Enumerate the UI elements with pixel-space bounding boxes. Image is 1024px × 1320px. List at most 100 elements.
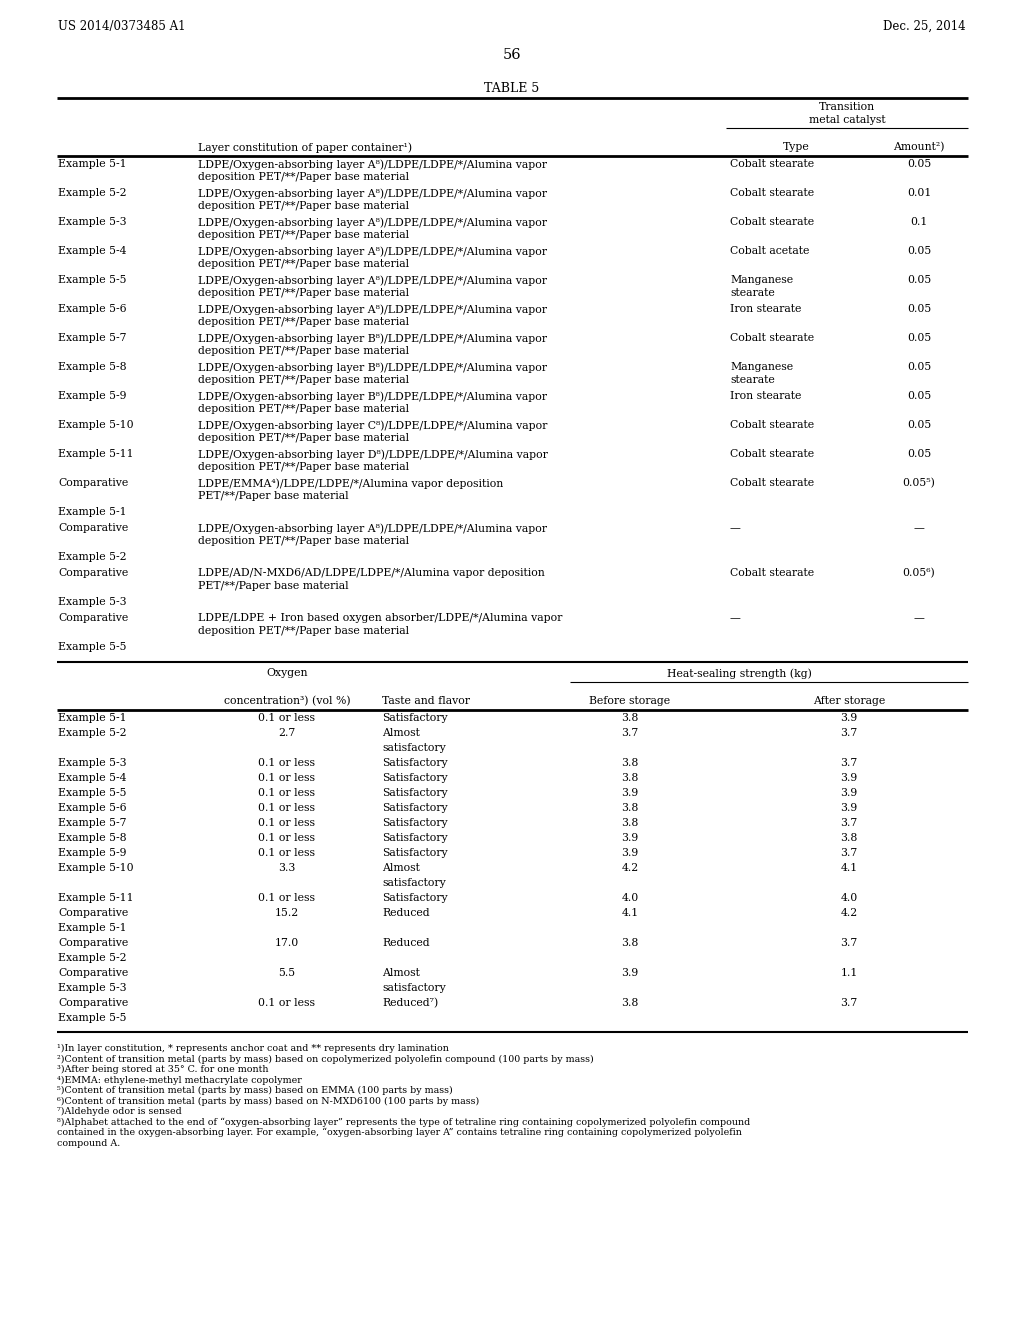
Text: Comparative: Comparative xyxy=(58,523,128,533)
Text: 4.0: 4.0 xyxy=(841,894,858,903)
Text: deposition PET/**/Paper base material: deposition PET/**/Paper base material xyxy=(198,230,410,240)
Text: LDPE/Oxygen-absorbing layer D⁸)/LDPE/LDPE/*/Alumina vapor: LDPE/Oxygen-absorbing layer D⁸)/LDPE/LDP… xyxy=(198,449,548,459)
Text: Satisfactory: Satisfactory xyxy=(382,713,447,723)
Text: satisfactory: satisfactory xyxy=(382,878,445,888)
Text: deposition PET/**/Paper base material: deposition PET/**/Paper base material xyxy=(198,626,410,636)
Text: stearate: stearate xyxy=(730,288,775,298)
Text: metal catalyst: metal catalyst xyxy=(809,115,886,125)
Text: 3.8: 3.8 xyxy=(622,998,639,1008)
Text: PET/**/Paper base material: PET/**/Paper base material xyxy=(198,581,348,591)
Text: Satisfactory: Satisfactory xyxy=(382,758,447,768)
Text: Reduced: Reduced xyxy=(382,939,430,948)
Text: 3.7: 3.7 xyxy=(841,758,858,768)
Text: 0.1: 0.1 xyxy=(910,216,928,227)
Text: Transition: Transition xyxy=(819,102,876,112)
Text: Iron stearate: Iron stearate xyxy=(730,304,802,314)
Text: PET/**/Paper base material: PET/**/Paper base material xyxy=(198,491,348,502)
Text: Layer constitution of paper container¹): Layer constitution of paper container¹) xyxy=(198,143,412,153)
Text: After storage: After storage xyxy=(813,696,885,706)
Text: deposition PET/**/Paper base material: deposition PET/**/Paper base material xyxy=(198,288,410,298)
Text: ¹)In layer constitution, * represents anchor coat and ** represents dry laminati: ¹)In layer constitution, * represents an… xyxy=(57,1044,449,1053)
Text: deposition PET/**/Paper base material: deposition PET/**/Paper base material xyxy=(198,259,410,269)
Text: Example 5-9: Example 5-9 xyxy=(58,847,127,858)
Text: Example 5-2: Example 5-2 xyxy=(58,187,127,198)
Text: Comparative: Comparative xyxy=(58,998,128,1008)
Text: ³)After being stored at 35° C. for one month: ³)After being stored at 35° C. for one m… xyxy=(57,1065,268,1074)
Text: Comparative: Comparative xyxy=(58,968,128,978)
Text: Example 5-3: Example 5-3 xyxy=(58,216,127,227)
Text: Comparative: Comparative xyxy=(58,939,128,948)
Text: deposition PET/**/Paper base material: deposition PET/**/Paper base material xyxy=(198,462,410,473)
Text: US 2014/0373485 A1: US 2014/0373485 A1 xyxy=(58,20,185,33)
Text: Manganese: Manganese xyxy=(730,362,794,372)
Text: —: — xyxy=(913,612,925,623)
Text: Example 5-11: Example 5-11 xyxy=(58,894,133,903)
Text: 3.9: 3.9 xyxy=(622,968,639,978)
Text: 0.05: 0.05 xyxy=(907,304,931,314)
Text: Almost: Almost xyxy=(382,863,420,873)
Text: —: — xyxy=(913,523,925,533)
Text: 5.5: 5.5 xyxy=(279,968,296,978)
Text: 3.8: 3.8 xyxy=(622,939,639,948)
Text: Almost: Almost xyxy=(382,729,420,738)
Text: LDPE/Oxygen-absorbing layer A⁸)/LDPE/LDPE/*/Alumina vapor: LDPE/Oxygen-absorbing layer A⁸)/LDPE/LDP… xyxy=(198,275,547,285)
Text: 4.2: 4.2 xyxy=(622,863,639,873)
Text: Example 5-3: Example 5-3 xyxy=(58,758,127,768)
Text: deposition PET/**/Paper base material: deposition PET/**/Paper base material xyxy=(198,201,410,211)
Text: Oxygen: Oxygen xyxy=(266,668,308,678)
Text: 0.05: 0.05 xyxy=(907,158,931,169)
Text: —: — xyxy=(730,523,741,533)
Text: 3.7: 3.7 xyxy=(841,939,858,948)
Text: deposition PET/**/Paper base material: deposition PET/**/Paper base material xyxy=(198,375,410,385)
Text: 3.8: 3.8 xyxy=(622,818,639,828)
Text: 2.7: 2.7 xyxy=(279,729,296,738)
Text: compound A.: compound A. xyxy=(57,1138,120,1147)
Text: Example 5-2: Example 5-2 xyxy=(58,729,127,738)
Text: 4.1: 4.1 xyxy=(622,908,639,917)
Text: Example 5-4: Example 5-4 xyxy=(58,774,127,783)
Text: Cobalt stearate: Cobalt stearate xyxy=(730,158,814,169)
Text: Reduced⁷): Reduced⁷) xyxy=(382,998,438,1008)
Text: ²)Content of transition metal (parts by mass) based on copolymerized polyolefin : ²)Content of transition metal (parts by … xyxy=(57,1055,594,1064)
Text: Example 5-10: Example 5-10 xyxy=(58,863,133,873)
Text: Example 5-6: Example 5-6 xyxy=(58,304,127,314)
Text: 0.05⁶): 0.05⁶) xyxy=(902,568,935,578)
Text: Example 5-1: Example 5-1 xyxy=(58,923,127,933)
Text: LDPE/Oxygen-absorbing layer B⁸)/LDPE/LDPE/*/Alumina vapor: LDPE/Oxygen-absorbing layer B⁸)/LDPE/LDP… xyxy=(198,362,547,372)
Text: 3.7: 3.7 xyxy=(841,998,858,1008)
Text: Example 5-3: Example 5-3 xyxy=(58,983,127,993)
Text: LDPE/Oxygen-absorbing layer A⁸)/LDPE/LDPE/*/Alumina vapor: LDPE/Oxygen-absorbing layer A⁸)/LDPE/LDP… xyxy=(198,304,547,314)
Text: Satisfactory: Satisfactory xyxy=(382,833,447,843)
Text: ⁸)Alphabet attached to the end of “oxygen-absorbing layer” represents the type o: ⁸)Alphabet attached to the end of “oxyge… xyxy=(57,1118,751,1127)
Text: Heat-sealing strength (kg): Heat-sealing strength (kg) xyxy=(667,668,812,678)
Text: LDPE/AD/N-MXD6/AD/LDPE/LDPE/*/Alumina vapor deposition: LDPE/AD/N-MXD6/AD/LDPE/LDPE/*/Alumina va… xyxy=(198,568,545,578)
Text: deposition PET/**/Paper base material: deposition PET/**/Paper base material xyxy=(198,536,410,546)
Text: 0.1 or less: 0.1 or less xyxy=(258,894,315,903)
Text: ⁷)Aldehyde odor is sensed: ⁷)Aldehyde odor is sensed xyxy=(57,1107,181,1117)
Text: 0.05: 0.05 xyxy=(907,391,931,401)
Text: Satisfactory: Satisfactory xyxy=(382,818,447,828)
Text: LDPE/LDPE + Iron based oxygen absorber/LDPE/*/Alumina vapor: LDPE/LDPE + Iron based oxygen absorber/L… xyxy=(198,612,562,623)
Text: LDPE/EMMA⁴)/LDPE/LDPE/*/Alumina vapor deposition: LDPE/EMMA⁴)/LDPE/LDPE/*/Alumina vapor de… xyxy=(198,478,503,488)
Text: 0.1 or less: 0.1 or less xyxy=(258,758,315,768)
Text: Example 5-1: Example 5-1 xyxy=(58,158,127,169)
Text: Satisfactory: Satisfactory xyxy=(382,803,447,813)
Text: 3.3: 3.3 xyxy=(279,863,296,873)
Text: 0.1 or less: 0.1 or less xyxy=(258,803,315,813)
Text: Satisfactory: Satisfactory xyxy=(382,788,447,799)
Text: 0.05: 0.05 xyxy=(907,275,931,285)
Text: Reduced: Reduced xyxy=(382,908,430,917)
Text: Manganese: Manganese xyxy=(730,275,794,285)
Text: Example 5-8: Example 5-8 xyxy=(58,362,127,372)
Text: 0.1 or less: 0.1 or less xyxy=(258,833,315,843)
Text: Example 5-10: Example 5-10 xyxy=(58,420,133,430)
Text: Taste and flavor: Taste and flavor xyxy=(382,696,470,706)
Text: Comparative: Comparative xyxy=(58,612,128,623)
Text: Example 5-5: Example 5-5 xyxy=(58,642,127,652)
Text: 0.1 or less: 0.1 or less xyxy=(258,774,315,783)
Text: LDPE/Oxygen-absorbing layer C⁸)/LDPE/LDPE/*/Alumina vapor: LDPE/Oxygen-absorbing layer C⁸)/LDPE/LDP… xyxy=(198,420,548,430)
Text: 3.9: 3.9 xyxy=(841,774,858,783)
Text: 3.9: 3.9 xyxy=(841,788,858,799)
Text: LDPE/Oxygen-absorbing layer A⁸)/LDPE/LDPE/*/Alumina vapor: LDPE/Oxygen-absorbing layer A⁸)/LDPE/LDP… xyxy=(198,246,547,256)
Text: deposition PET/**/Paper base material: deposition PET/**/Paper base material xyxy=(198,317,410,327)
